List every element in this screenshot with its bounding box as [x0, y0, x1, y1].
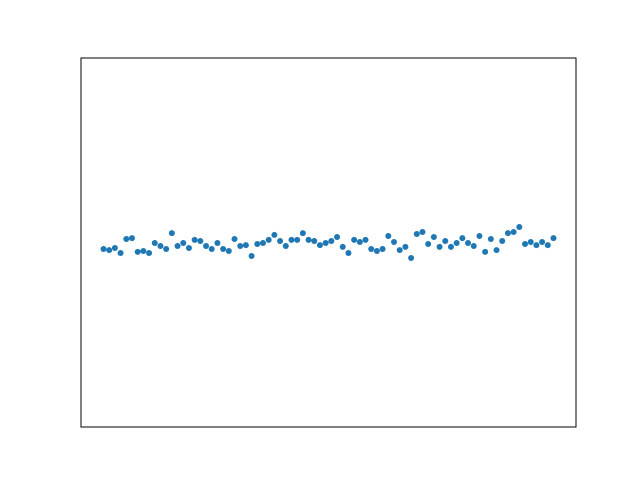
point	[527, 238, 534, 245]
point	[225, 247, 232, 254]
point	[499, 238, 506, 245]
point	[408, 254, 415, 261]
point	[447, 243, 454, 250]
point	[157, 243, 164, 250]
point	[316, 242, 323, 249]
point	[482, 248, 489, 255]
point	[516, 224, 523, 231]
point	[373, 247, 380, 254]
point	[476, 233, 483, 240]
point	[231, 235, 238, 242]
point	[368, 245, 375, 252]
point	[430, 233, 437, 240]
point	[163, 245, 170, 252]
point	[123, 235, 130, 242]
point	[334, 233, 341, 240]
point	[493, 247, 500, 254]
point	[185, 245, 192, 252]
point	[237, 243, 244, 250]
point	[504, 230, 511, 237]
point	[510, 228, 517, 235]
point	[539, 238, 546, 245]
point	[385, 233, 392, 240]
point	[288, 236, 295, 243]
point	[220, 245, 227, 252]
point	[208, 245, 215, 252]
point	[362, 236, 369, 243]
point	[305, 236, 312, 243]
point	[550, 235, 557, 242]
point	[180, 240, 187, 247]
point	[425, 240, 432, 247]
point	[248, 252, 255, 259]
point	[151, 240, 158, 247]
point	[459, 235, 466, 242]
point	[345, 250, 352, 257]
point	[391, 238, 398, 245]
point	[134, 248, 141, 255]
point	[533, 242, 540, 249]
point	[282, 243, 289, 250]
point	[487, 235, 494, 242]
point	[470, 243, 477, 250]
point	[259, 240, 266, 247]
point	[168, 230, 175, 237]
point	[522, 240, 529, 247]
point	[271, 231, 278, 238]
point	[339, 243, 346, 250]
point	[544, 242, 551, 249]
point	[214, 240, 221, 247]
point	[117, 250, 124, 257]
point	[322, 240, 329, 247]
point	[254, 240, 261, 247]
point	[379, 245, 386, 252]
point	[356, 238, 363, 245]
point	[413, 231, 420, 238]
point	[419, 228, 426, 235]
axes-frame	[80, 57, 577, 428]
point	[453, 240, 460, 247]
point	[197, 238, 204, 245]
point	[111, 245, 118, 252]
point	[265, 236, 272, 243]
point	[311, 238, 318, 245]
point	[191, 236, 198, 243]
point	[396, 247, 403, 254]
point	[351, 236, 358, 243]
point	[328, 238, 335, 245]
point	[436, 243, 443, 250]
point	[140, 247, 147, 254]
point	[465, 240, 472, 247]
point	[299, 230, 306, 237]
point	[100, 245, 107, 252]
point	[442, 238, 449, 245]
point	[277, 238, 284, 245]
point	[402, 243, 409, 250]
point	[146, 250, 153, 257]
point	[203, 243, 210, 250]
point	[294, 236, 301, 243]
point	[128, 235, 135, 242]
point	[242, 242, 249, 249]
point	[106, 247, 113, 254]
point	[174, 243, 181, 250]
